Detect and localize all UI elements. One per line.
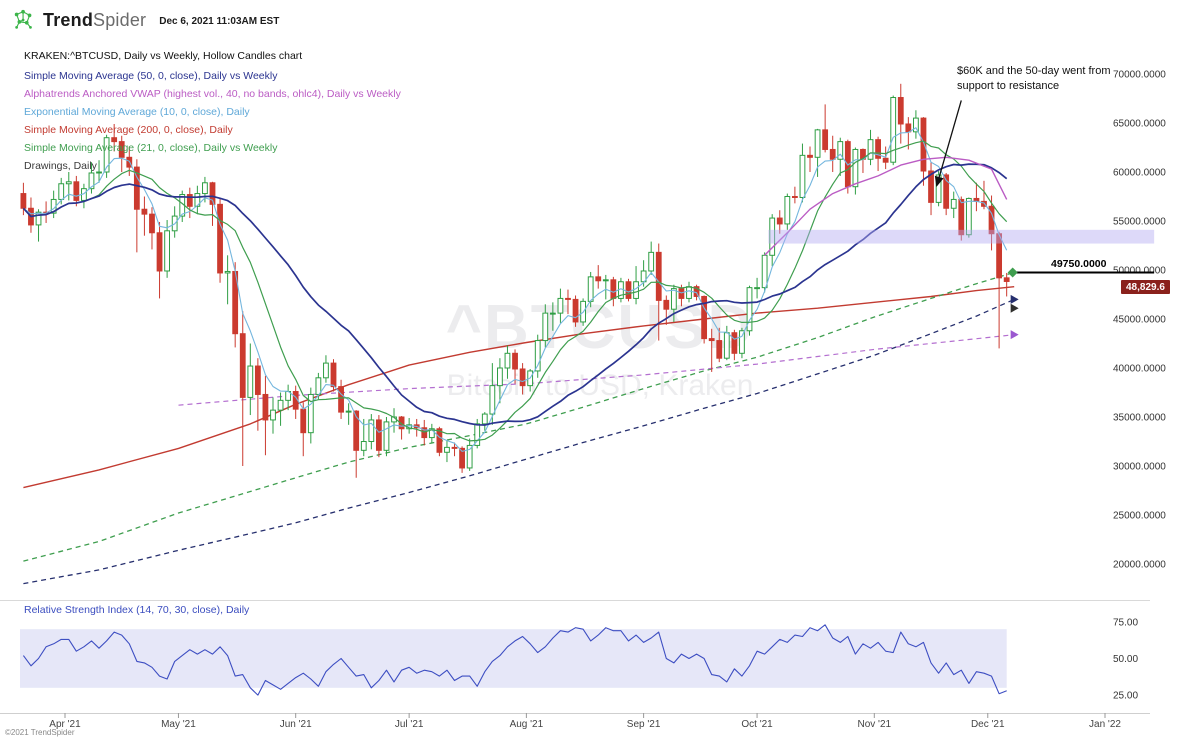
brand-wordmark: TrendSpider [43,10,146,31]
brand-spider: Spider [93,9,147,30]
last-price-badge: 48,829.6 [1121,280,1170,294]
level-price-label: 49750.0000 [1051,258,1107,270]
chart-datetime-label: Dec 6, 2021 11:03AM EST [159,16,280,27]
overlay-sma-50-weekly [23,298,1015,585]
rsi-indicator-legend[interactable]: Relative Strength Index (14, 70, 30, clo… [24,604,250,616]
indicator-legend-sma21[interactable]: Simple Moving Average (21, 0, close), Da… [24,142,278,154]
line-end-arrow-marker [1010,330,1019,340]
svg-text:35000.0000: 35000.0000 [1113,413,1166,424]
svg-text:Jun '21: Jun '21 [280,719,312,730]
rsi-band [20,629,1007,688]
svg-text:60000.0000: 60000.0000 [1113,168,1166,179]
chart-legend: KRAKEN:^BTCUSD, Daily vs Weekly, Hollow … [24,50,401,178]
overlay-sma-21-daily [22,140,1008,442]
svg-text:20000.0000: 20000.0000 [1113,560,1166,571]
svg-text:55000.0000: 55000.0000 [1113,217,1166,228]
svg-text:25000.0000: 25000.0000 [1113,511,1166,522]
svg-text:75.00: 75.00 [1113,617,1138,628]
svg-text:25.00: 25.00 [1113,691,1138,702]
svg-text:Sep '21: Sep '21 [627,719,661,730]
overlays-back-layer [23,271,1015,585]
markers-layer [1007,267,1019,340]
brand-trend: Trend [43,9,94,30]
annotation-text[interactable]: $60K and the 50-day went from support to… [957,65,1111,92]
line-end-arrow-marker [1010,303,1019,313]
rsi-layer: 75.00 50.00 25.00 [20,617,1138,702]
svg-text:Jul '21: Jul '21 [395,719,424,730]
svg-text:70000.0000: 70000.0000 [1113,70,1166,81]
support-zone-band [768,229,1155,244]
svg-text:50000.0000: 50000.0000 [1113,266,1166,277]
line-end-arrow-marker [1010,294,1019,304]
svg-text:Dec '21: Dec '21 [971,719,1005,730]
drawings-layer[interactable] [768,100,1155,274]
svg-text:Apr '21: Apr '21 [49,719,81,730]
overlays-front-layer [22,127,1008,452]
line-end-diamond-marker [1007,267,1018,278]
overlay-sma-200-daily [23,286,1015,489]
svg-text:Oct '21: Oct '21 [741,719,773,730]
copyright-label: ©2021 TrendSpider [5,728,75,737]
trendspider-logo-icon [14,9,32,29]
svg-text:45000.0000: 45000.0000 [1113,315,1166,326]
overlay-sma-21-weekly [23,271,1015,562]
overlay-anchored-vwap-daily [764,156,1008,256]
indicator-legend-drawings[interactable]: Drawings, Daily [24,160,97,172]
symbol-legend[interactable]: KRAKEN:^BTCUSD, Daily vs Weekly, Hollow … [24,50,303,62]
indicator-legend-ema10[interactable]: Exponential Moving Average (10, 0, close… [24,106,250,118]
rsi-line [22,624,1007,696]
svg-text:May '21: May '21 [161,719,196,730]
svg-text:65000.0000: 65000.0000 [1113,119,1166,130]
svg-text:40000.0000: 40000.0000 [1113,364,1166,375]
overlay-anchored-vwap-weekly [178,334,1015,406]
overlay-sma-50-daily [22,163,1008,426]
svg-text:30000.0000: 30000.0000 [1113,462,1166,473]
candles-layer [20,83,1010,478]
indicator-legend-vwap[interactable]: Alphatrends Anchored VWAP (highest vol.,… [24,88,401,100]
svg-text:Jan '22: Jan '22 [1089,719,1121,730]
svg-text:Nov '21: Nov '21 [858,719,892,730]
svg-text:Aug '21: Aug '21 [510,719,544,730]
app-header: TrendSpider Dec 6, 2021 11:03AM EST [12,8,279,32]
axes-layer: 70000.0000 65000.0000 60000.0000 55000.0000… [0,70,1166,730]
annotation-arrow [934,100,962,187]
indicator-legend-sma50[interactable]: Simple Moving Average (50, 0, close), Da… [24,70,278,82]
overlay-ema-10-daily [23,127,1008,452]
svg-text:50.00: 50.00 [1113,654,1138,665]
indicator-legend-sma200[interactable]: Simple Moving Average (200, 0, close), D… [24,124,233,136]
